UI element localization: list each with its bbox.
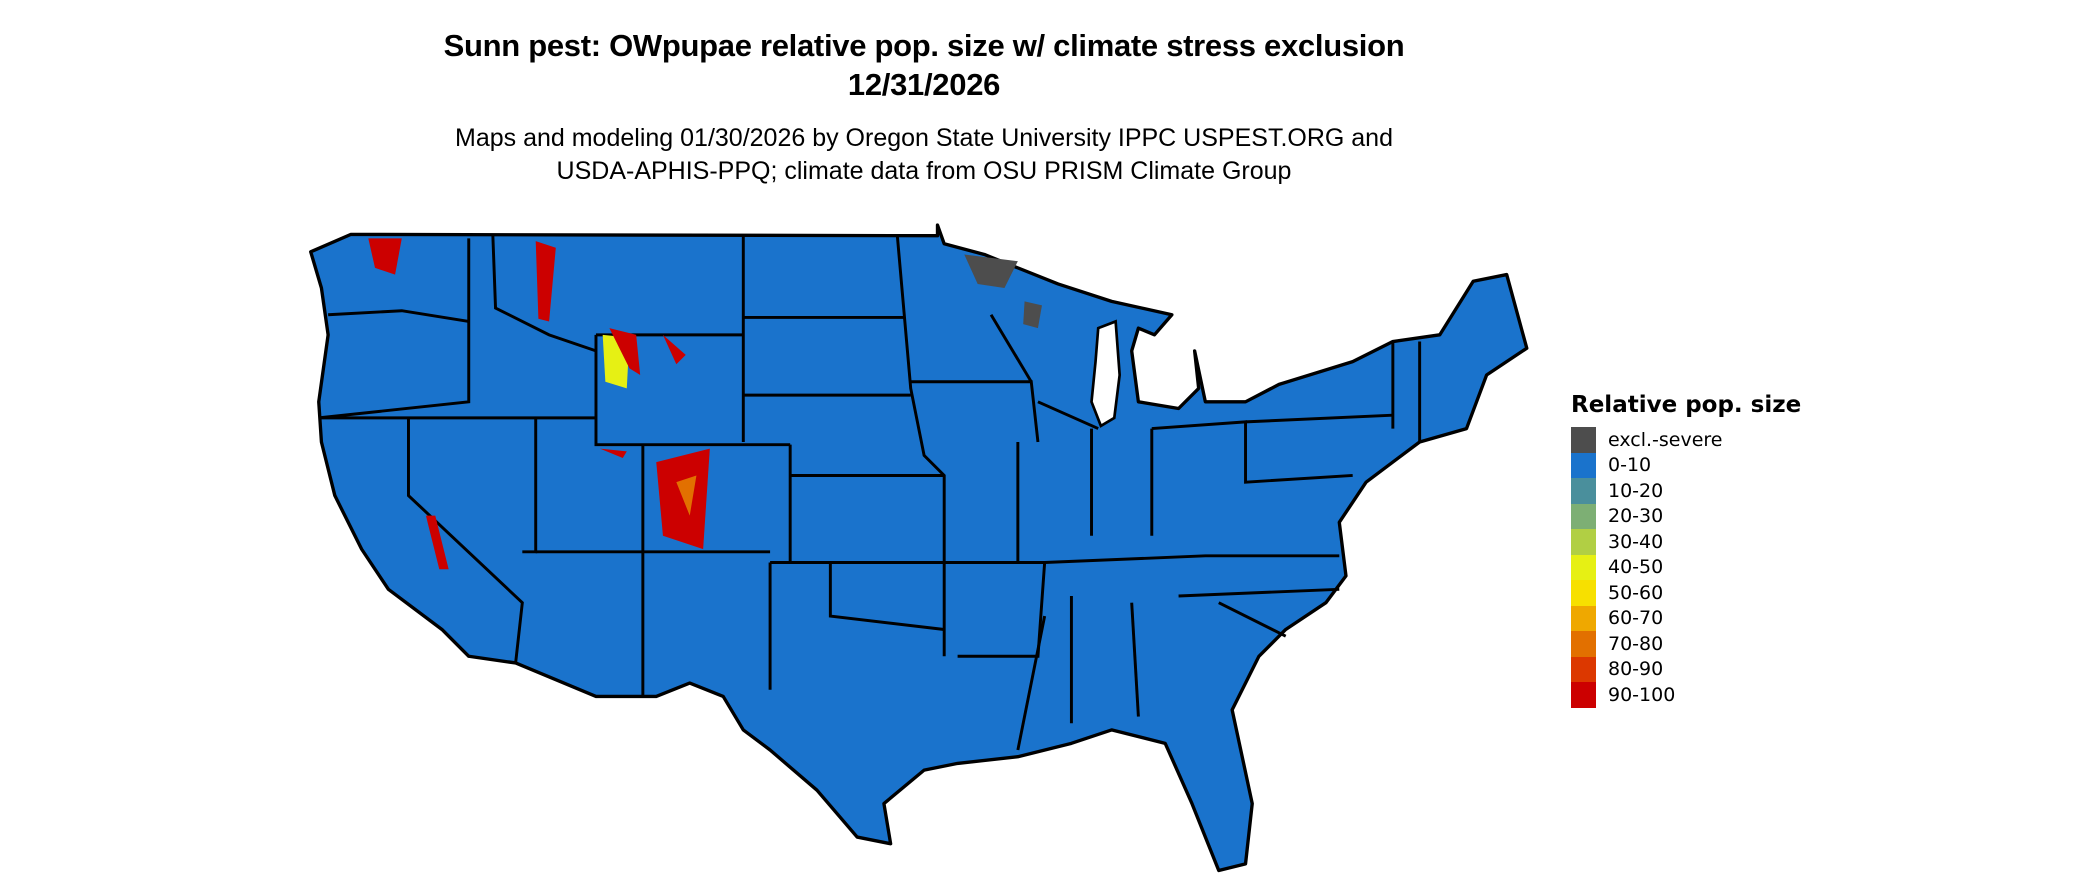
legend-label: 90-100 [1608,683,1676,706]
legend-swatch [1571,529,1596,555]
legend: Relative pop. size excl.-severe 0-10 10-20… [1571,392,1801,708]
legend-label: 0-10 [1608,454,1652,477]
legend-item: excl.-severe [1571,427,1801,453]
legend-item: 60-70 [1571,605,1801,631]
legend-swatch [1571,503,1596,529]
legend-item: 80-90 [1571,656,1801,682]
legend-swatch [1571,580,1596,606]
legend-item: 0-10 [1571,452,1801,478]
legend-swatch [1571,631,1596,657]
legend-swatch [1571,478,1596,504]
legend-label: 40-50 [1608,556,1664,579]
legend-label: 50-60 [1608,581,1664,604]
legend-label: 10-20 [1608,479,1664,502]
map-subtitle-line1: Maps and modeling 01/30/2026 by Oregon S… [455,124,1393,152]
legend-item: 50-60 [1571,580,1801,606]
legend-swatch [1571,554,1596,580]
lake-michigan [1090,319,1121,428]
legend-item: 90-100 [1571,682,1801,708]
legend-label: excl.-severe [1608,428,1723,451]
legend-item: 30-40 [1571,529,1801,555]
us-outline [309,223,1529,873]
legend-title: Relative pop. size [1571,392,1802,418]
legend-swatch [1571,605,1596,631]
legend-label: 70-80 [1608,632,1664,655]
legend-item: 20-30 [1571,503,1801,529]
excluded-areas [964,254,1042,329]
legend-swatch [1571,452,1596,478]
legend-label: 60-70 [1608,607,1664,630]
legend-item: 70-80 [1571,631,1801,657]
legend-label: 30-40 [1608,530,1664,553]
legend-label: 20-30 [1608,505,1664,528]
map-date: 12/31/2026 [847,67,1001,102]
legend-label: 80-90 [1608,658,1664,681]
legend-swatch [1571,427,1596,453]
legend-item: 10-20 [1571,478,1801,504]
legend-swatch [1571,656,1596,682]
legend-item: 40-50 [1571,554,1801,580]
legend-swatch [1571,682,1596,708]
high-suitability-areas [368,238,710,570]
map-title: Sunn pest: OWpupae relative pop. size w/… [443,28,1405,63]
map-subtitle-line2: USDA-APHIS-PPQ; climate data from OSU PR… [556,157,1292,185]
